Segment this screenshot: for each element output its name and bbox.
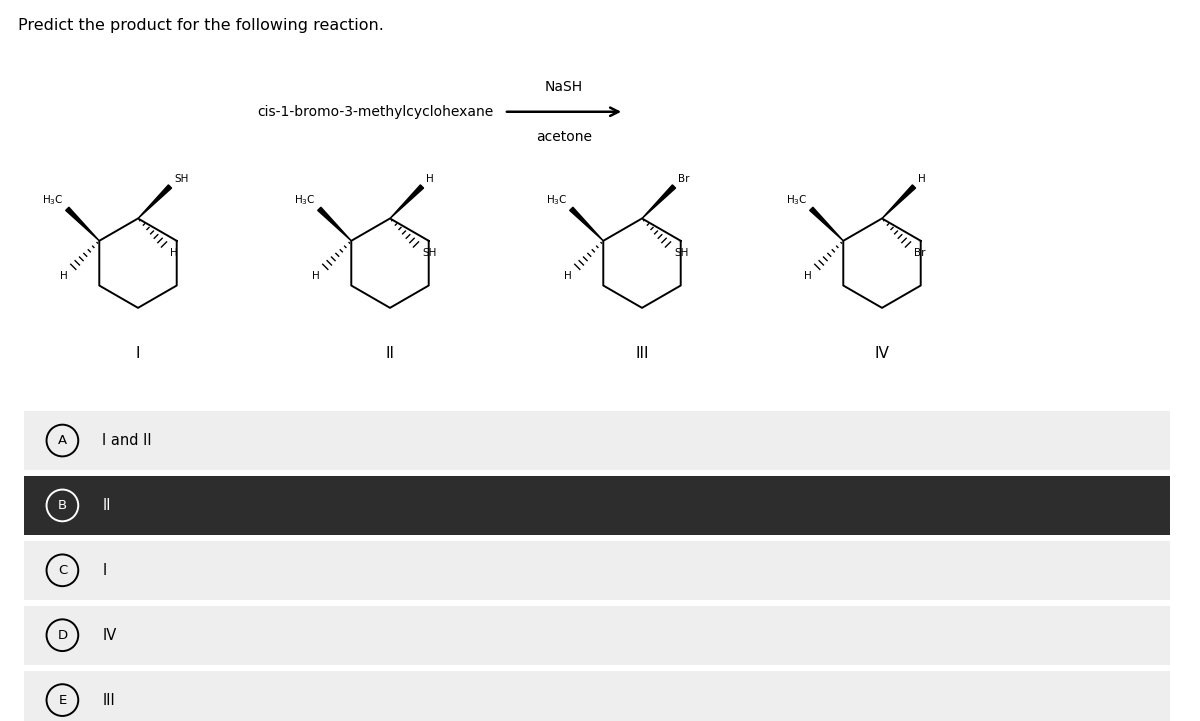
Text: I: I <box>102 563 107 578</box>
Text: Predict the product for the following reaction.: Predict the product for the following re… <box>18 18 384 33</box>
Text: NaSH: NaSH <box>545 80 583 94</box>
Text: I: I <box>136 346 140 361</box>
Text: acetone: acetone <box>536 130 592 143</box>
Text: H: H <box>60 271 67 280</box>
Polygon shape <box>138 185 172 218</box>
Text: H: H <box>312 271 319 280</box>
Text: E: E <box>59 694 66 707</box>
Bar <box>24 476 1170 535</box>
Text: I and II: I and II <box>102 433 152 448</box>
Text: H: H <box>918 174 925 185</box>
Bar <box>24 671 1170 721</box>
Bar <box>24 411 1170 470</box>
Text: B: B <box>58 499 67 512</box>
Polygon shape <box>642 185 676 218</box>
Polygon shape <box>570 207 604 241</box>
Text: Br: Br <box>914 249 925 258</box>
Text: II: II <box>385 346 395 361</box>
Text: H$_3$C: H$_3$C <box>42 193 64 207</box>
Bar <box>24 541 1170 600</box>
Text: H: H <box>564 271 571 280</box>
Text: SH: SH <box>174 174 188 185</box>
Text: SH: SH <box>674 249 689 258</box>
Text: D: D <box>58 629 67 642</box>
Polygon shape <box>66 207 100 241</box>
Polygon shape <box>810 207 844 241</box>
Bar <box>24 606 1170 665</box>
Text: H$_3$C: H$_3$C <box>294 193 316 207</box>
Text: SH: SH <box>422 249 437 258</box>
Text: H: H <box>804 271 811 280</box>
Text: IV: IV <box>102 628 116 642</box>
Text: A: A <box>58 434 67 447</box>
Text: Br: Br <box>678 174 690 185</box>
Polygon shape <box>882 185 916 218</box>
Text: H: H <box>170 249 178 258</box>
Text: III: III <box>635 346 649 361</box>
Text: II: II <box>102 498 110 513</box>
Text: H$_3$C: H$_3$C <box>546 193 568 207</box>
Text: H: H <box>426 174 433 185</box>
Text: IV: IV <box>875 346 889 361</box>
Text: cis-1-bromo-3-methylcyclohexane: cis-1-bromo-3-methylcyclohexane <box>258 105 494 119</box>
Text: H$_3$C: H$_3$C <box>786 193 808 207</box>
Polygon shape <box>390 185 424 218</box>
Text: C: C <box>58 564 67 577</box>
Polygon shape <box>318 207 352 241</box>
Text: III: III <box>102 693 115 707</box>
